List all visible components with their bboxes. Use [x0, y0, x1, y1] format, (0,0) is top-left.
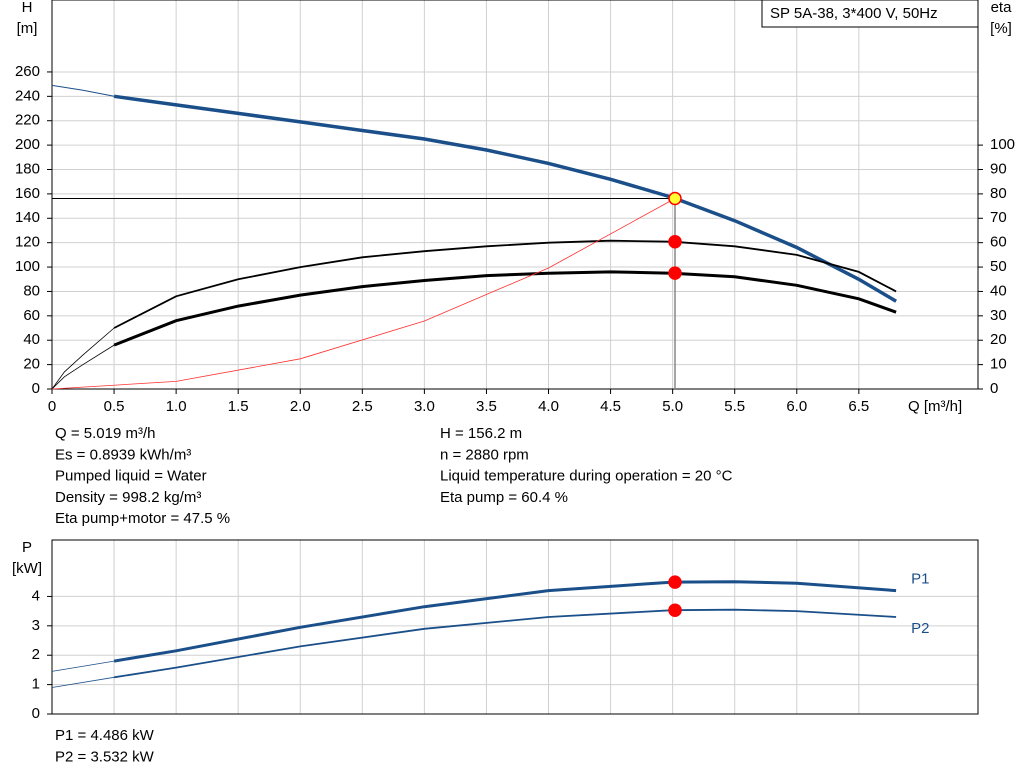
y-tick-label: 140	[15, 209, 40, 226]
info-text: Liquid temperature during operation = 20…	[440, 468, 733, 485]
info-text: Eta pump+motor = 47.5 %	[55, 510, 230, 527]
y-tick-label: 4	[32, 587, 40, 604]
y2-tick-label: 80	[990, 185, 1007, 202]
x-tick-label: 6.0	[786, 398, 807, 415]
y-tick-label: 200	[15, 136, 40, 153]
y-tick-label: 180	[15, 160, 40, 177]
y-tick-label: 0	[32, 705, 40, 722]
x-tick-label: 2.0	[290, 398, 311, 415]
y2-tick-label: 100	[990, 136, 1015, 153]
operating-marker	[668, 603, 682, 617]
info-text: n = 2880 rpm	[440, 446, 529, 463]
x-tick-label: 6.5	[848, 398, 869, 415]
y-axis-label: H	[22, 0, 33, 16]
curve	[51, 344, 115, 390]
y-tick-label: 2	[32, 646, 40, 663]
curve	[51, 676, 115, 688]
curve	[113, 94, 897, 303]
operating-marker	[668, 191, 682, 206]
curve	[113, 270, 897, 347]
curve-label: P2	[911, 620, 929, 637]
x-tick-label: 3.5	[476, 398, 497, 415]
y-tick-label: 0	[32, 380, 40, 397]
curve	[51, 327, 115, 390]
x-tick-label: 1.0	[166, 398, 187, 415]
x-tick-label: 3.0	[414, 398, 435, 415]
info-text: Pumped liquid = Water	[55, 468, 207, 485]
x-tick-label: 5.0	[662, 398, 683, 415]
info-text: Es = 0.8939 kWh/m³	[55, 446, 191, 463]
curve	[51, 660, 115, 672]
y2-tick-label: 70	[990, 209, 1007, 226]
y-tick-label: 1	[32, 676, 40, 693]
y-tick-label: 20	[23, 356, 40, 373]
curve	[113, 608, 897, 679]
operating-marker	[668, 575, 682, 589]
curve	[113, 580, 897, 663]
y2-axis-label: [%]	[990, 20, 1012, 37]
y-tick-label: 40	[23, 331, 40, 348]
info-text: P2 = 3.532 kW	[55, 748, 155, 765]
y2-tick-label: 90	[990, 160, 1007, 177]
plot-frame	[51, 0, 979, 390]
y2-tick-label: 20	[990, 331, 1007, 348]
x-axis-label: Q [m³/h]	[908, 398, 962, 415]
x-tick-label: 4.0	[538, 398, 559, 415]
y2-tick-label: 60	[990, 234, 1007, 251]
curve	[51, 84, 115, 97]
y-tick-label: 80	[23, 282, 40, 299]
curve	[113, 239, 897, 329]
x-tick-label: 4.5	[600, 398, 621, 415]
y-tick-label: 160	[15, 185, 40, 202]
y-tick-label: 3	[32, 617, 40, 634]
curve	[51, 198, 676, 390]
y-tick-label: 120	[15, 234, 40, 251]
y-axis-label: [kW]	[12, 560, 42, 577]
curve-label: P1	[911, 571, 929, 588]
info-text: Eta pump = 60.4 %	[440, 489, 568, 506]
info-text: Q = 5.019 m³/h	[55, 425, 155, 442]
y2-tick-label: 30	[990, 307, 1007, 324]
y-tick-label: 240	[15, 87, 40, 104]
y-tick-label: 100	[15, 258, 40, 275]
info-text: Density = 998.2 kg/m³	[55, 489, 201, 506]
y-axis-label: [m]	[17, 20, 38, 37]
info-text: H = 156.2 m	[440, 425, 522, 442]
y2-tick-label: 0	[990, 380, 998, 397]
y-tick-label: 260	[15, 63, 40, 80]
info-text: P1 = 4.486 kW	[55, 727, 155, 744]
chart-title: SP 5A-38, 3*400 V, 50Hz	[770, 5, 938, 22]
y2-tick-label: 50	[990, 258, 1007, 275]
x-tick-label: 1.5	[228, 398, 249, 415]
y-tick-label: 60	[23, 307, 40, 324]
y2-tick-label: 10	[990, 356, 1007, 373]
x-tick-label: 5.5	[724, 398, 745, 415]
x-tick-label: 2.5	[352, 398, 373, 415]
x-tick-label: 0.5	[104, 398, 125, 415]
plot-frame	[51, 539, 979, 715]
y2-tick-label: 40	[990, 282, 1007, 299]
x-tick-label: 0	[48, 398, 56, 415]
y2-axis-label: eta	[991, 0, 1013, 16]
y-tick-label: 220	[15, 112, 40, 129]
title-box	[761, 0, 979, 28]
operating-marker	[668, 234, 682, 249]
y-axis-label: P	[22, 539, 32, 556]
operating-marker	[668, 266, 682, 280]
